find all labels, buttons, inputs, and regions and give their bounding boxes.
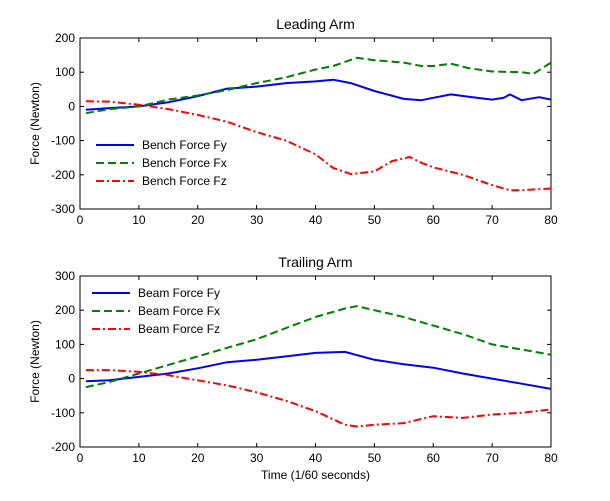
x-tick-label: 30	[250, 451, 264, 465]
series-line	[85, 100, 552, 192]
series-line	[85, 369, 552, 428]
series-line	[85, 56, 552, 115]
x-tick-label: 30	[250, 213, 264, 227]
series-line	[85, 78, 552, 111]
chart-title: Leading Arm	[276, 16, 355, 32]
y-tick-label: 200	[55, 303, 75, 317]
x-tick-label: 70	[485, 213, 499, 227]
series-group	[85, 305, 552, 428]
series-line	[85, 350, 552, 390]
x-tick-label: 10	[132, 213, 146, 227]
y-axis-label: Force (Newton)	[28, 320, 42, 403]
x-axis-label: Time (1/60 seconds)	[261, 468, 370, 482]
y-tick-label: -200	[51, 440, 75, 454]
y-tick-label: -300	[51, 202, 75, 216]
chart-leading-arm: Leading Arm Force (Newton) 0 10 20 30 40 50 60…	[28, 16, 558, 227]
ticks: 0 10 20 30 40 50 60 70 80 -200 -100 0 100 200 300	[51, 269, 558, 465]
x-tick-label: 60	[427, 451, 441, 465]
y-tick-label: 100	[55, 65, 75, 79]
chart-trailing-arm: Trailing Arm Force (Newton) Time (1/60 s…	[28, 254, 558, 482]
x-tick-label: 60	[427, 213, 441, 227]
y-tick-label: -100	[51, 406, 75, 420]
y-tick-label: -100	[51, 134, 75, 148]
plot-area	[79, 37, 552, 210]
y-tick-label: 100	[55, 337, 75, 351]
x-tick-label: 0	[77, 213, 84, 227]
chart-title: Trailing Arm	[278, 254, 352, 270]
legend: Beam Force Fy Beam Force Fx Beam Force Fz	[92, 286, 220, 336]
x-tick-label: 50	[368, 451, 382, 465]
x-tick-label: 70	[485, 451, 499, 465]
y-tick-label: 0	[68, 372, 75, 386]
legend-label: Bench Force Fy	[142, 138, 227, 152]
x-tick-label: 80	[544, 213, 558, 227]
x-tick-label: 20	[191, 213, 205, 227]
legend-label: Bench Force Fx	[142, 156, 227, 170]
y-axis-label: Force (Newton)	[28, 82, 42, 165]
series-line	[85, 305, 552, 389]
legend: Bench Force Fy Bench Force Fx Bench Force …	[96, 138, 227, 188]
x-tick-label: 40	[309, 451, 323, 465]
ticks: 0 10 20 30 40 50 60 70 80 -300 -200 -100 0 100 200	[51, 31, 558, 227]
legend-label: Bench Force Fz	[142, 174, 227, 188]
plot-area	[79, 275, 552, 448]
series-group	[85, 56, 552, 192]
y-tick-label: 0	[68, 99, 75, 113]
x-tick-label: 40	[309, 213, 323, 227]
x-tick-label: 50	[368, 213, 382, 227]
x-tick-label: 80	[544, 451, 558, 465]
legend-label: Beam Force Fz	[138, 322, 220, 336]
y-tick-label: 300	[55, 269, 75, 283]
y-tick-label: -200	[51, 168, 75, 182]
legend-label: Beam Force Fx	[138, 304, 220, 318]
x-tick-label: 0	[77, 451, 84, 465]
legend-label: Beam Force Fy	[138, 286, 220, 300]
x-tick-label: 10	[132, 451, 146, 465]
y-tick-label: 200	[55, 31, 75, 45]
x-tick-label: 20	[191, 451, 205, 465]
